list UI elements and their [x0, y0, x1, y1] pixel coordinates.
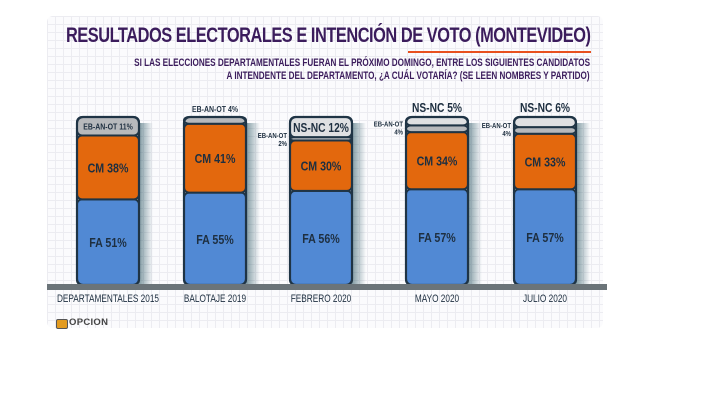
data-label-eb-an-ot: EB-AN-OT 4% — [192, 104, 238, 114]
chart-title: RESULTADOS ELECTORALES E INTENCIÓN DE VO… — [65, 24, 590, 47]
bar-shadow — [246, 123, 260, 285]
data-label-eb-an-ot: EB-AN-OT — [374, 121, 404, 129]
chart-subtitle-line-1: SI LAS ELECCIONES DEPARTAMENTALES FUERAN… — [134, 57, 590, 69]
data-label-eb-an-ot: EB-AN-OT 11% — [83, 122, 133, 132]
x-tick-label: DEPARTAMENTALES 2015 — [57, 293, 159, 305]
logo-text: OPCION — [69, 317, 109, 328]
data-label-ns-nc: NS-NC 12% — [293, 122, 349, 135]
data-label-fa: FA 55% — [196, 232, 234, 247]
bar-segment-ns-nc-julio-2020 — [513, 116, 577, 129]
bar-shadow — [576, 123, 590, 285]
data-label-eb-an-ot-value: 4% — [394, 129, 403, 137]
x-axis-baseline — [47, 284, 607, 290]
x-tick-label: JULIO 2020 — [523, 293, 568, 305]
bar-segment-ns-nc-mayo-2020 — [405, 116, 469, 127]
data-label-cm: CM 38% — [88, 160, 129, 175]
data-label-eb-an-ot: EB-AN-OT — [482, 123, 512, 131]
data-label-fa: FA 51% — [89, 235, 127, 250]
logo-mark-icon — [56, 319, 68, 329]
data-label-cm: CM 30% — [301, 159, 342, 174]
data-label-cm: CM 41% — [195, 151, 236, 166]
chart-subtitle-line-2: A INTENDENTE DEL DEPARTAMENTO, ¿A CUÁL V… — [226, 70, 590, 82]
data-label-ns-nc: NS-NC 5% — [412, 102, 462, 115]
data-label-fa: FA 56% — [302, 231, 340, 246]
opcion-logo: OPCION — [56, 317, 112, 330]
data-label-cm: CM 34% — [417, 154, 458, 169]
data-label-eb-an-ot-value: 2% — [278, 141, 287, 149]
bar-segment-eb-an-ot-mayo-2020 — [405, 124, 469, 134]
bar-segment-eb-an-ot-julio-2020 — [513, 126, 577, 135]
data-label-fa: FA 57% — [526, 230, 564, 245]
data-label-fa: FA 57% — [418, 230, 456, 245]
bar-shadow — [468, 123, 482, 285]
data-label-ns-nc: NS-NC 6% — [520, 102, 570, 115]
data-label-eb-an-ot: EB-AN-OT — [258, 133, 288, 141]
x-tick-label: BALOTAJE 2019 — [184, 293, 246, 305]
data-label-eb-an-ot-value: 4% — [502, 131, 511, 139]
title-underline — [408, 51, 591, 53]
x-tick-label: FEBRERO 2020 — [291, 293, 352, 305]
bar-shadow — [352, 123, 366, 285]
data-label-cm: CM 33% — [525, 154, 566, 169]
bar-shadow — [139, 123, 153, 285]
x-tick-label: MAYO 2020 — [415, 293, 460, 305]
